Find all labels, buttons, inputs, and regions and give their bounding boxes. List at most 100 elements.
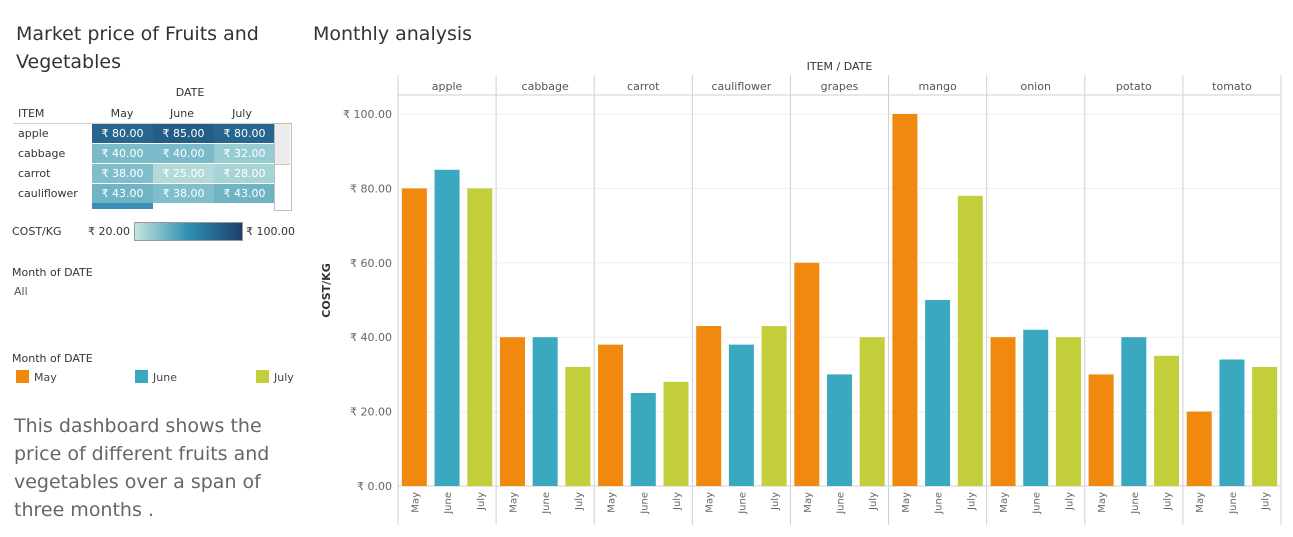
x-tick-label: July bbox=[672, 492, 683, 511]
x-tick-label: July bbox=[1163, 492, 1174, 511]
x-tick-label: May bbox=[999, 492, 1010, 513]
x-tick-label: May bbox=[705, 492, 716, 513]
bar-may bbox=[892, 114, 918, 486]
x-tick-label: May bbox=[901, 492, 912, 513]
x-tick-label: May bbox=[803, 492, 814, 513]
heat-table-cell[interactable]: ₹ 85.00 bbox=[153, 124, 214, 143]
heat-table-scroll-thumb[interactable] bbox=[275, 124, 290, 165]
bar-june bbox=[1023, 329, 1049, 486]
x-tick-label: July bbox=[966, 492, 977, 511]
bar-june bbox=[630, 393, 656, 486]
x-tick-label: May bbox=[508, 492, 519, 513]
heat-table-cell[interactable]: ₹ 38.00 bbox=[153, 184, 214, 203]
heat-table-row-label: apple bbox=[18, 127, 49, 140]
heat-table-date-header: DATE bbox=[175, 86, 205, 99]
heat-table-cell[interactable]: ₹ 40.00 bbox=[92, 144, 153, 163]
x-tick-label: July bbox=[1064, 492, 1075, 511]
legend-label-june[interactable]: June bbox=[153, 371, 177, 384]
y-tick-label: ₹ 0.00 bbox=[357, 480, 392, 493]
x-tick-label: June bbox=[639, 492, 650, 515]
heat-table-cell[interactable]: ₹ 43.00 bbox=[92, 184, 153, 203]
y-tick-label: ₹ 100.00 bbox=[343, 108, 392, 121]
y-tick-label: ₹ 60.00 bbox=[350, 257, 392, 270]
heat-table-cell[interactable]: ₹ 80.00 bbox=[92, 124, 153, 143]
dashboard-title: Market price of Fruits and Vegetables bbox=[16, 23, 259, 73]
x-tick-label: June bbox=[1228, 492, 1239, 515]
bar-july bbox=[1055, 337, 1081, 486]
x-tick-label: May bbox=[1097, 492, 1108, 513]
legend-label-july[interactable]: July bbox=[274, 371, 294, 384]
heat-table-month-header: July bbox=[232, 107, 252, 120]
bar-may bbox=[794, 262, 820, 486]
bar-july bbox=[467, 188, 493, 486]
heat-table-item-header: ITEM bbox=[18, 107, 45, 120]
cost-legend-min: ₹ 20.00 bbox=[88, 225, 130, 238]
cost-legend-ramp bbox=[134, 222, 243, 241]
bar-june bbox=[827, 374, 852, 486]
month-legend-title: Month of DATE bbox=[12, 352, 93, 365]
bar-july bbox=[761, 326, 787, 486]
heat-table-cell[interactable]: ₹ 38.00 bbox=[92, 164, 153, 183]
x-tick-label: June bbox=[737, 492, 748, 515]
dashboard-description: This dashboard shows the price of differ… bbox=[14, 415, 270, 521]
bar-june bbox=[728, 344, 754, 486]
bar-may bbox=[696, 326, 722, 486]
bar-july bbox=[663, 381, 689, 486]
legend-swatch-may[interactable] bbox=[16, 370, 29, 383]
bar-june bbox=[532, 337, 558, 486]
bar-june bbox=[925, 300, 951, 486]
x-tick-label: July bbox=[1261, 492, 1272, 511]
bar-july bbox=[957, 195, 983, 486]
category-header: tomato bbox=[1212, 80, 1252, 93]
heat-table-row-label: carrot bbox=[18, 167, 51, 180]
heat-table-cell[interactable]: ₹ 40.00 bbox=[153, 144, 214, 163]
heat-table-cell[interactable]: ₹ 25.00 bbox=[153, 164, 214, 183]
bar-may bbox=[499, 337, 525, 486]
heat-table-cell[interactable]: ₹ 43.00 bbox=[214, 184, 275, 203]
bar-may bbox=[1186, 411, 1212, 486]
category-header: cauliflower bbox=[711, 80, 771, 93]
bar-june bbox=[1219, 359, 1245, 486]
bar-june bbox=[1121, 337, 1147, 486]
bar-may bbox=[598, 344, 624, 486]
x-tick-label: May bbox=[410, 492, 421, 513]
heat-table-row-label: cauliflower bbox=[18, 187, 78, 200]
month-filter-title: Month of DATE bbox=[12, 266, 93, 279]
x-tick-label: June bbox=[1130, 492, 1141, 515]
bar-july bbox=[1154, 355, 1180, 486]
category-header: carrot bbox=[627, 80, 660, 93]
legend-label-may[interactable]: May bbox=[34, 371, 57, 384]
legend-swatch-july[interactable] bbox=[256, 370, 269, 383]
chart-title: Monthly analysis bbox=[313, 23, 473, 45]
category-header: potato bbox=[1116, 80, 1152, 93]
heat-table-partial-row bbox=[92, 203, 153, 209]
legend-swatch-june[interactable] bbox=[135, 370, 148, 383]
heat-table-frame bbox=[13, 123, 291, 210]
x-tick-label: June bbox=[541, 492, 552, 515]
category-header: grapes bbox=[821, 80, 859, 93]
heat-table-month-header: June bbox=[170, 107, 194, 120]
bar-july bbox=[859, 337, 885, 486]
heat-table-cell[interactable]: ₹ 80.00 bbox=[214, 124, 275, 143]
bar-chart: ITEM / DATE ₹ 0.00 ₹ 20.00 ₹ 40.00 ₹ 60.00 ₹ … bbox=[320, 60, 1282, 525]
y-tick-label: ₹ 20.00 bbox=[350, 406, 392, 419]
bar-may bbox=[401, 188, 427, 486]
cost-legend-max: ₹ 100.00 bbox=[246, 225, 295, 238]
x-tick-label: July bbox=[770, 492, 781, 511]
y-tick-label: ₹ 40.00 bbox=[350, 331, 392, 344]
x-tick-label: May bbox=[607, 492, 618, 513]
bar-may bbox=[1088, 374, 1114, 486]
x-tick-label: July bbox=[868, 492, 879, 511]
category-header: onion bbox=[1020, 80, 1050, 93]
heat-table-cell[interactable]: ₹ 32.00 bbox=[214, 144, 275, 163]
month-filter-value[interactable]: All bbox=[14, 285, 28, 298]
x-tick-label: July bbox=[574, 492, 585, 511]
chart-header-label: ITEM / DATE bbox=[807, 60, 873, 73]
y-tick-label: ₹ 80.00 bbox=[350, 182, 392, 195]
cost-legend-label: COST/KG bbox=[12, 225, 62, 238]
category-header: apple bbox=[432, 80, 463, 93]
heat-table-cell[interactable]: ₹ 28.00 bbox=[214, 164, 275, 183]
heat-table-month-header: May bbox=[110, 107, 134, 120]
heat-table-row-label: cabbage bbox=[18, 147, 66, 160]
y-axis-title: COST/KG bbox=[320, 263, 333, 317]
